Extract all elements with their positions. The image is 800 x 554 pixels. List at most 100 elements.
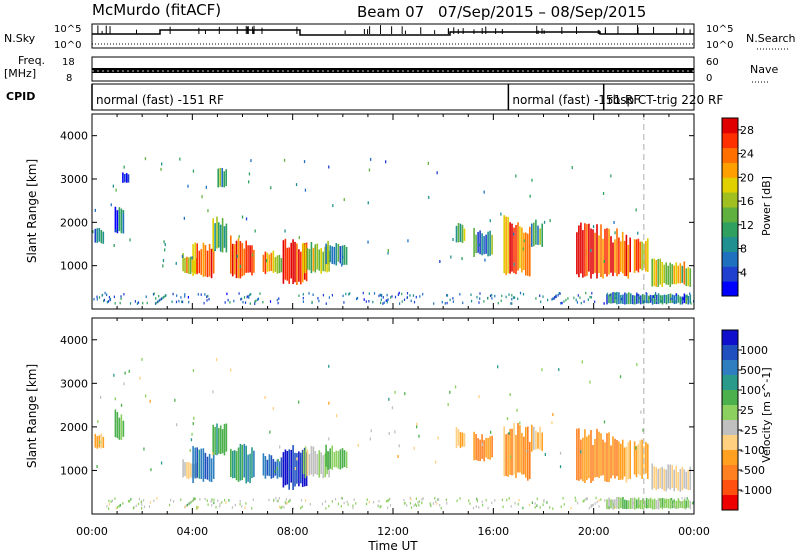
power-echo-21 <box>685 295 688 305</box>
velocity-echo-4 <box>218 428 220 454</box>
velocity-speckle <box>389 504 392 507</box>
velocity-scatter-point <box>139 376 141 380</box>
velocity-echo-13 <box>541 432 543 451</box>
velocity-speckle <box>469 502 471 505</box>
power-speckle <box>401 300 403 303</box>
power-scatter-point <box>179 157 181 161</box>
velocity-echo-2 <box>184 462 186 477</box>
velocity-cbar-swatch <box>722 345 738 361</box>
power-echo-14 <box>521 227 523 273</box>
velocity-speckle <box>403 498 405 502</box>
velocity-scatter-point <box>328 401 330 405</box>
velocity-echo-12 <box>503 426 505 477</box>
power-speckle <box>441 300 443 304</box>
power-speckle <box>317 297 319 300</box>
power-speckle <box>362 291 364 295</box>
velocity-echo-11 <box>485 437 487 458</box>
power-speckle <box>159 298 161 302</box>
velocity-echo-0 <box>100 433 103 449</box>
power-echo-18 <box>616 228 618 277</box>
power-speckle <box>654 294 656 297</box>
velocity-echo-12 <box>527 426 529 481</box>
power-echo-21 <box>610 293 612 304</box>
velocity-cbar-tick-label: -25 <box>740 424 758 437</box>
velocity-speckle <box>468 499 470 502</box>
velocity-cbar-swatch <box>722 405 738 421</box>
velocity-speckle <box>439 504 441 507</box>
velocity-speckle <box>196 505 198 509</box>
power-speckle <box>552 297 554 300</box>
power-echo-14 <box>517 222 519 271</box>
power-speckle <box>227 298 229 302</box>
velocity-speckle <box>138 497 141 501</box>
nsearch-tick-top: 10^5 <box>706 24 733 35</box>
velocity-scatter-point <box>97 420 99 424</box>
power-echo-21 <box>645 292 648 304</box>
velocity-scatter-point <box>544 453 546 456</box>
power-echo-19 <box>639 241 641 269</box>
velocity-scatter-point <box>269 430 271 434</box>
power-speckle <box>380 294 382 297</box>
velocity-echo-7 <box>292 445 294 490</box>
power-cbar-swatch <box>722 236 738 252</box>
power-scatter-point <box>94 208 96 212</box>
velocity-speckle <box>285 502 287 505</box>
velocity-speckle <box>459 497 461 500</box>
power-echo-10 <box>328 250 330 272</box>
velocity-scatter-point <box>449 390 451 394</box>
power-echo-13 <box>491 234 493 255</box>
power-echo-20 <box>677 265 679 284</box>
power-scatter-point <box>284 229 286 233</box>
velocity-scatter-point <box>454 385 457 389</box>
velocity-scatter-point <box>328 364 330 368</box>
velocity-echo-7 <box>286 451 289 485</box>
velocity-speckle <box>221 501 223 504</box>
velocity-echo-2 <box>189 463 192 478</box>
velocity-echo-13 <box>537 432 539 449</box>
power-speckle <box>510 302 512 305</box>
power-echo-21 <box>634 295 636 305</box>
velocity-speckle <box>570 506 572 510</box>
power-echo-21 <box>655 294 658 305</box>
velocity-echo-5 <box>235 451 238 481</box>
velocity-speckle <box>422 497 424 500</box>
velocity-cbar-swatch <box>722 390 738 406</box>
power-speckle <box>500 299 502 302</box>
power-echo-10 <box>302 242 305 274</box>
power-echo-10 <box>320 248 322 274</box>
velocity-scatter-point <box>120 403 123 407</box>
power-speckle <box>380 301 382 305</box>
power-echo-3 <box>187 257 190 274</box>
power-speckle <box>207 294 209 298</box>
power-cbar-swatch <box>722 266 738 282</box>
velocity-speckle <box>546 501 548 504</box>
velocity-echo-19 <box>685 500 688 508</box>
velocity-speckle <box>347 503 349 506</box>
power-speckle <box>106 300 108 304</box>
velocity-echo-3 <box>200 448 203 479</box>
velocity-speckle <box>620 501 622 504</box>
velocity-speckle <box>692 501 694 505</box>
velocity-speckle <box>387 499 389 503</box>
power-scatter-point <box>613 221 615 224</box>
velocity-scatter-point <box>541 368 543 372</box>
velocity-echo-15 <box>608 432 610 483</box>
power-echo-20 <box>661 262 663 287</box>
power-echo-15 <box>539 228 541 245</box>
velocity-echo-3 <box>194 447 196 479</box>
power-echo-14 <box>523 232 525 270</box>
velocity-speckle <box>514 502 516 505</box>
velocity-speckle <box>252 498 254 501</box>
velocity-scatter-point <box>559 465 562 469</box>
power-speckle <box>249 293 251 297</box>
power-scatter-point <box>543 220 546 224</box>
power-scatter-point <box>303 160 306 164</box>
velocity-speckle <box>192 499 194 502</box>
velocity-speckle <box>130 498 132 501</box>
power-scatter-point <box>461 257 463 261</box>
power-echo-7 <box>245 240 247 273</box>
velocity-echo-7 <box>305 452 308 486</box>
velocity-speckle <box>681 497 683 500</box>
velocity-speckle <box>522 506 524 510</box>
velocity-echo-11 <box>475 434 477 460</box>
